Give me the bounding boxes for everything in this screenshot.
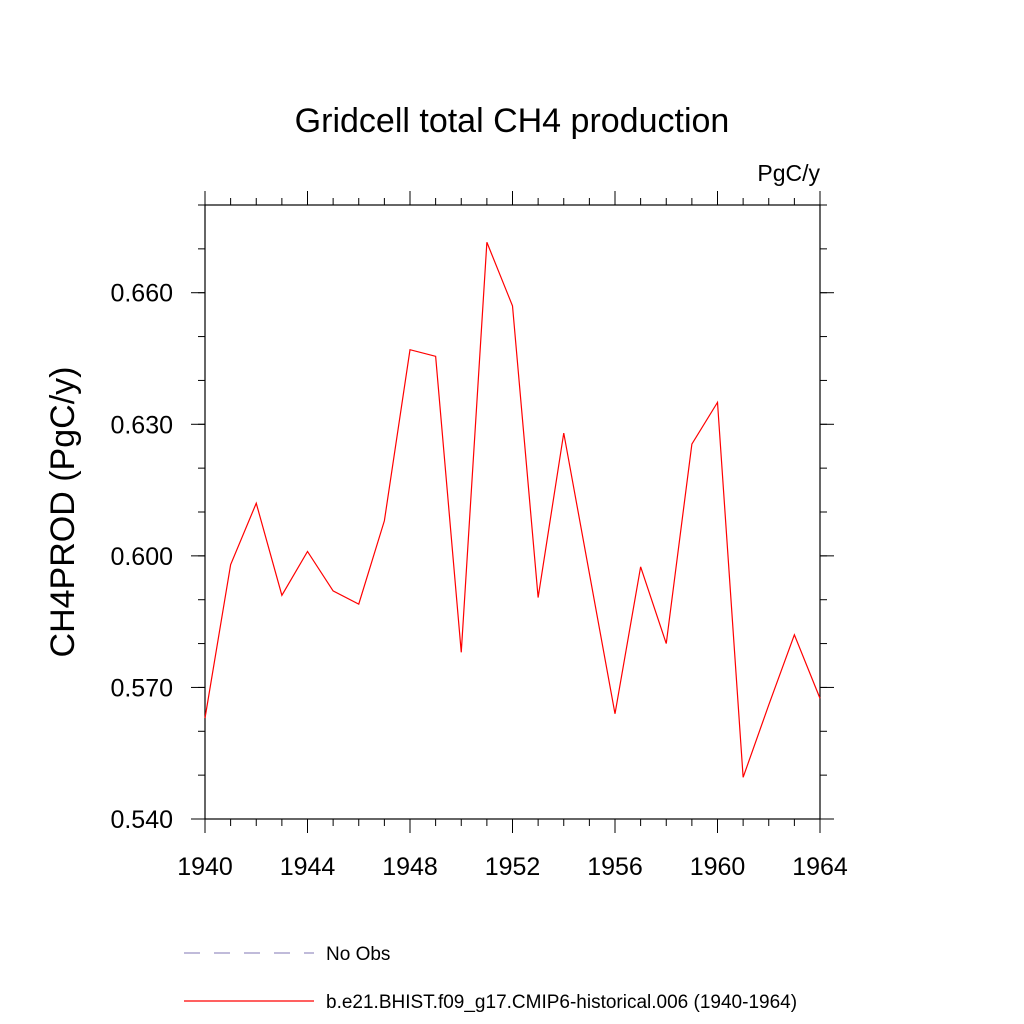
x-tick-label: 1944 <box>280 853 336 881</box>
x-tick-label: 1956 <box>587 853 643 881</box>
plot-frame <box>204 204 821 820</box>
y-tick-label: 0.660 <box>110 280 173 308</box>
x-tick-label: 1948 <box>382 853 438 881</box>
y-tick-label: 0.540 <box>110 806 173 834</box>
units-label: PgC/y <box>757 160 820 186</box>
series-line <box>204 242 821 778</box>
legend-no-obs-label: No Obs <box>326 944 390 965</box>
x-tick-label: 1964 <box>792 853 848 881</box>
y-tick-label: 0.600 <box>110 543 173 571</box>
y-tick-label: 0.630 <box>110 411 173 439</box>
y-tick-label: 0.570 <box>110 674 173 702</box>
major-ticks <box>191 191 834 833</box>
x-tick-label: 1940 <box>177 853 233 881</box>
y-axis-label: CH4PROD (PgC/y) <box>44 367 82 658</box>
x-tick-label: 1952 <box>485 853 541 881</box>
legend-series-label: b.e21.BHIST.f09_g17.CMIP6-historical.006… <box>326 992 797 1013</box>
minor-ticks <box>198 198 827 826</box>
x-tick-label: 1960 <box>690 853 746 881</box>
legend: No Obs b.e21.BHIST.f09_g17.CMIP6-histori… <box>184 944 797 1013</box>
tick-labels: 1940 1944 1948 1952 1956 1960 1964 0.540 0.570 0.… <box>110 280 847 881</box>
chart-title: Gridcell total CH4 production <box>295 102 730 140</box>
series-layer <box>204 242 821 778</box>
